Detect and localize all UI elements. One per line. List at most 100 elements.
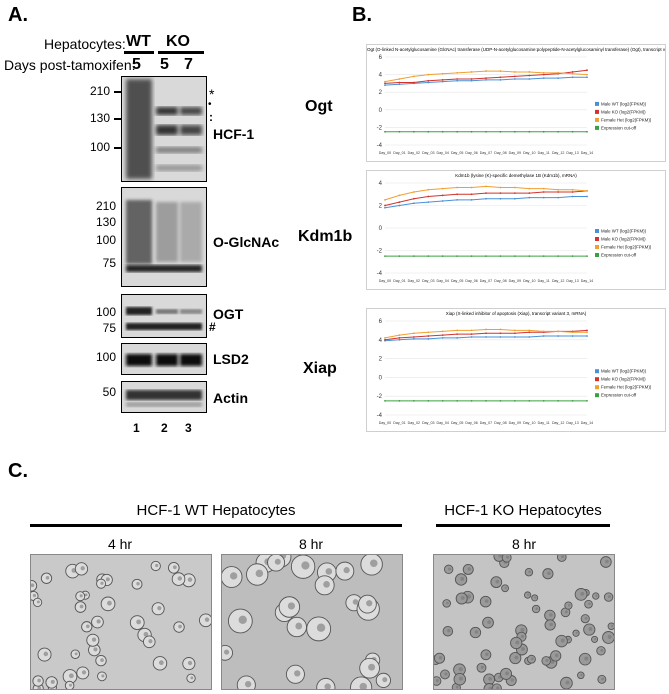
cell-nucleus [287,602,296,610]
time-label-8hr-wt: 8 hr [298,536,324,552]
data-point [528,74,531,77]
cell-nucleus [359,682,367,691]
data-point [441,400,444,402]
y-tick-label: 0 [379,375,383,381]
data-point [485,400,487,402]
marker-50: 50 [102,385,116,399]
data-point [384,82,386,85]
wt-bar [124,51,154,54]
cell-nucleus [458,676,463,681]
legend-swatch [595,101,599,106]
cell-nucleus [474,630,479,634]
legend-entry: Female Het (log2(FPKM)) [601,117,652,122]
data-point [398,334,401,336]
data-point [398,337,401,339]
day-lane-3: 7 [184,56,193,73]
data-point [412,332,415,335]
y-tick-label: -2 [377,125,383,131]
data-point [441,334,444,336]
data-point [427,188,430,191]
cell-nucleus [588,627,593,631]
blot-actin-bands [126,390,202,407]
data-point [513,329,516,332]
data-point [485,197,487,200]
data-point [485,192,487,195]
legend-swatch [595,109,599,114]
data-point [427,130,430,133]
x-tick-label: Day_00 [379,151,391,155]
data-point [586,130,588,133]
data-point [384,338,386,341]
time-label-4hr: 4 hr [107,536,133,552]
marker-130: 130 [89,111,110,125]
x-tick-label: Day_12 [552,151,564,155]
data-point [456,337,459,339]
data-point [427,201,430,204]
data-point [586,195,588,198]
cell-nucleus [595,594,598,597]
micrograph-ko-8hr [430,550,616,694]
data-point [557,335,560,337]
cell-nucleus [564,610,568,614]
y-tick-label: -4 [377,413,383,419]
cell-nucleus [601,677,605,681]
data-point [384,400,386,402]
data-point [412,130,415,133]
y-tick-label: 4 [379,73,383,79]
data-point [441,187,444,190]
data-point [470,71,473,73]
data-point [398,130,401,133]
cell-nucleus [444,672,448,676]
data-point [427,73,430,76]
cell-nucleus [504,586,507,590]
data-point [528,196,531,199]
lane-3: 3 [185,421,192,435]
annotation-dot: • [208,99,212,110]
x-tick-label: Day_14 [581,421,593,425]
data-point [499,400,502,402]
cell-nucleus [68,673,74,679]
data-point [542,77,545,80]
day-lane-2: 5 [160,56,169,73]
time-label-8hr-ko: 8 hr [511,536,537,552]
data-point [384,255,386,258]
marker-tick [114,91,122,93]
x-tick-label: Day_08 [494,279,506,283]
cell-nucleus [382,677,388,683]
gene-label-ogt: Ogt [305,98,333,115]
cell-nucleus [528,570,531,574]
cell-nucleus [549,613,553,617]
cell-nucleus [100,581,104,585]
data-point [542,187,545,190]
cell-nucleus [435,679,439,683]
data-point [499,78,502,81]
cell-nucleus [527,593,530,596]
cell-nucleus [515,640,520,645]
cell-nucleus [68,683,72,687]
data-point [557,130,560,133]
data-point [456,71,459,74]
data-point [528,192,531,195]
data-point [441,194,444,197]
cell-nucleus [545,658,549,662]
cell-nucleus [460,595,465,600]
data-point [441,80,444,83]
data-point [513,75,516,78]
hepatocytes-label: Hepatocytes: [44,36,126,52]
ko-label: KO [166,33,190,50]
data-point [398,78,401,80]
data-point [470,336,473,338]
data-point [485,336,487,338]
blot-hcf1 [121,76,207,182]
data-point [470,400,473,402]
cell-nucleus [244,680,252,688]
cell-nucleus [498,553,502,558]
x-tick-label: Day_08 [494,421,506,425]
cell-nucleus [238,615,247,624]
data-point [470,255,473,258]
cell-nucleus [178,624,182,629]
cell-nucleus [505,555,510,559]
data-point [513,197,516,200]
y-tick-label: 2 [379,357,383,363]
data-point [499,197,502,200]
